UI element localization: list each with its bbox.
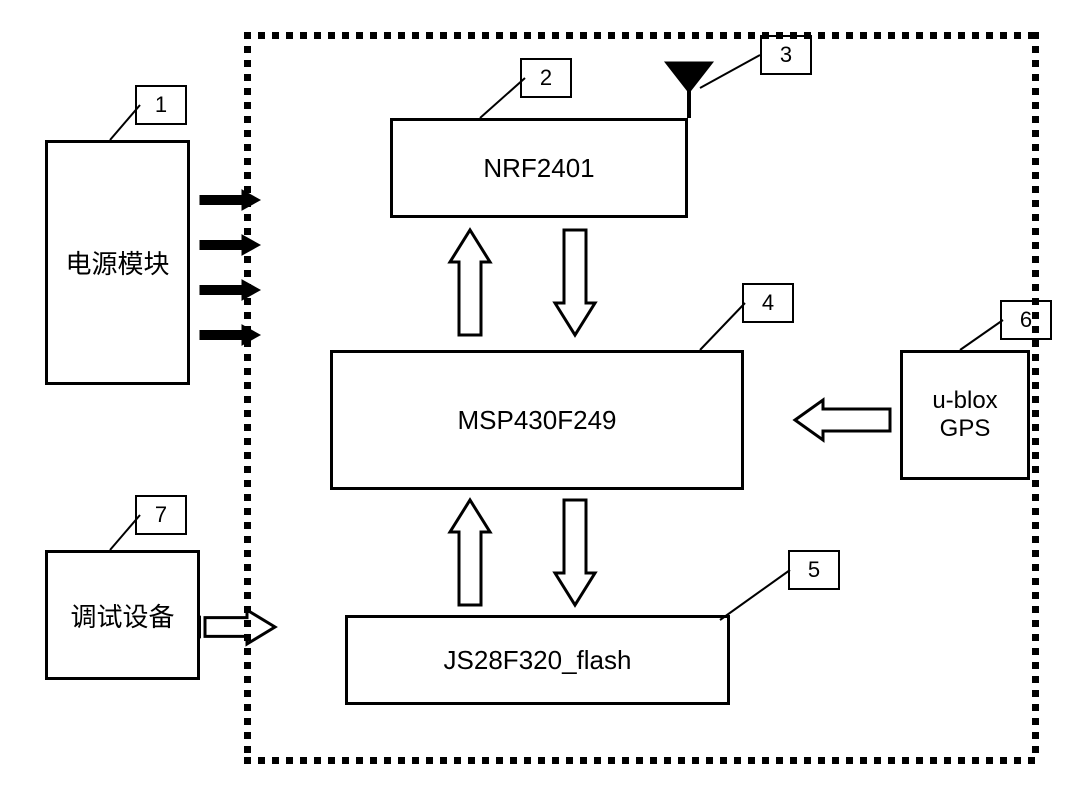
callout-4: 4 [742, 283, 794, 323]
debug-device-block: 调试设备 [45, 550, 200, 680]
node-text: NRF2401 [483, 153, 594, 184]
node-text: 电源模块 [65, 244, 169, 281]
callout-3: 3 [760, 35, 812, 75]
node-text: MSP430F249 [458, 405, 617, 436]
callout-2: 2 [520, 58, 572, 98]
gps-block: u-blox GPS [900, 350, 1030, 480]
power-module-block: 电源模块 [45, 140, 190, 385]
callout-7: 7 [135, 495, 187, 535]
callout-5: 5 [788, 550, 840, 590]
msp430-block: MSP430F249 [330, 350, 744, 490]
nrf2401-block: NRF2401 [390, 118, 688, 218]
node-text: u-blox GPS [932, 387, 997, 443]
node-text: JS28F320_flash [444, 645, 632, 676]
callout-1: 1 [135, 85, 187, 125]
callout-6: 6 [1000, 300, 1052, 340]
node-text: 调试设备 [70, 597, 174, 634]
flash-block: JS28F320_flash [345, 615, 730, 705]
